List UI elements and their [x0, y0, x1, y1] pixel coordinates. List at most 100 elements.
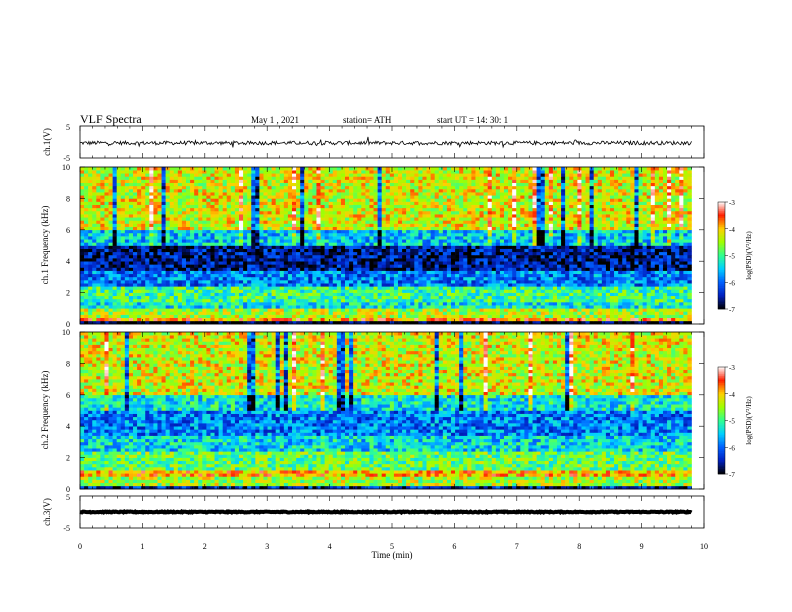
spectrogram-cell	[618, 267, 623, 271]
spectrogram-cell	[467, 264, 472, 268]
spectrogram-cell	[283, 314, 289, 319]
spectrogram-cell	[638, 254, 643, 259]
spectrogram-cell	[512, 232, 517, 237]
spectrogram-cell	[544, 258, 550, 262]
spectrogram-cell	[161, 220, 166, 224]
spectrogram-cell	[141, 261, 146, 265]
spectrogram-cell	[642, 267, 647, 271]
spectrogram-cell	[658, 239, 664, 243]
spectrogram-cell	[459, 226, 464, 231]
spectrogram-cell	[218, 251, 223, 256]
spectrogram-cell	[296, 311, 301, 315]
spectrogram-cell	[275, 226, 281, 231]
spectrogram-cell	[336, 267, 342, 271]
spectrogram-cell	[222, 226, 228, 231]
spectrogram-cell	[614, 226, 619, 231]
spectrogram-cell	[141, 245, 146, 249]
spectrogram-cell	[471, 317, 476, 322]
spectrogram-cell	[222, 245, 228, 249]
spectrogram-cell	[422, 258, 427, 262]
spectrogram-cell	[540, 292, 546, 297]
spectrogram-cell	[100, 314, 105, 319]
spectrogram-cell	[324, 261, 329, 265]
spectrogram-cell	[194, 273, 199, 278]
spectrogram-cell	[108, 248, 113, 253]
spectrogram-cell	[483, 251, 488, 256]
spectrogram-cell	[128, 261, 134, 265]
spectrogram-cell	[556, 317, 562, 322]
spectrogram-cell	[508, 305, 513, 309]
spectrogram-cell	[467, 273, 472, 278]
spectrogram-cell	[422, 251, 427, 256]
spectrogram-cell	[194, 320, 199, 325]
spectrogram-cell	[243, 280, 248, 284]
spectrogram-cell	[524, 270, 529, 275]
spectrogram-cell	[446, 311, 452, 315]
spectrogram-cell	[528, 229, 533, 234]
spectrogram-cell	[561, 292, 566, 297]
spectrogram-cell	[389, 239, 395, 243]
spectrogram-cell	[92, 317, 97, 322]
spectrogram-cell	[667, 273, 672, 278]
spectrogram-cell	[271, 239, 276, 243]
spectrogram-cell	[422, 232, 427, 237]
spectrogram-cell	[671, 302, 676, 306]
spectrogram-cell	[271, 251, 276, 256]
spectrogram-cell	[116, 229, 122, 234]
spectrogram-cell	[153, 232, 158, 237]
spectrogram-cell	[503, 289, 509, 293]
spectrogram-cell	[393, 311, 399, 315]
spectrogram-cell	[145, 286, 150, 290]
spectrogram-cell	[340, 232, 346, 237]
spectrogram-cell	[377, 270, 382, 275]
spectrogram-cell	[173, 314, 179, 319]
spectrogram-cell	[499, 270, 505, 275]
spectrogram-cell	[84, 314, 89, 319]
spectrogram-cell	[332, 314, 338, 319]
spectrogram-cell	[471, 248, 476, 253]
spectrogram-cell	[128, 289, 134, 293]
spectrogram-cell	[609, 298, 615, 303]
spectrogram-cell	[96, 223, 101, 227]
spectrogram-cell	[206, 236, 211, 240]
figure-title: VLF Spectra	[80, 112, 142, 126]
spectrogram-cell	[365, 248, 370, 253]
spectrogram-cell	[524, 286, 529, 290]
spectrogram-cell	[414, 223, 419, 227]
spectrogram-cell	[516, 258, 521, 262]
spectrogram-cell	[353, 232, 358, 237]
spectrogram-cell	[614, 286, 619, 290]
spectrogram-cell	[243, 286, 248, 290]
spectrogram-cell	[426, 276, 431, 281]
spectrogram-cell	[389, 267, 395, 271]
spectrogram-cell	[84, 226, 89, 231]
spectrogram-cell	[133, 251, 138, 256]
spectrogram-cell	[491, 251, 497, 256]
spectrogram-cell	[467, 320, 472, 325]
spectrogram-cell	[434, 258, 440, 262]
spectrogram-cell	[679, 320, 684, 325]
spectrogram-cell	[609, 308, 615, 312]
spectrogram-cell	[491, 248, 497, 253]
spectrogram-cell	[467, 283, 472, 287]
spectrogram-cell	[459, 270, 464, 275]
spectrogram-cell	[291, 220, 297, 224]
spectrogram-cell	[552, 264, 558, 268]
spectrogram-cell	[320, 280, 325, 284]
spectrogram-cell	[332, 258, 338, 262]
spectrogram-cell	[194, 264, 199, 268]
spectrogram-cell	[124, 245, 130, 249]
spectrogram-cell	[291, 308, 297, 312]
spectrogram-cell	[275, 236, 281, 240]
spectrogram-cell	[304, 273, 309, 278]
spectrogram-cell	[495, 305, 501, 309]
spectrogram-cell	[520, 320, 525, 325]
spectrogram-cell	[218, 239, 223, 243]
spectrogram-cell	[618, 276, 623, 281]
spectrogram-cell	[687, 283, 692, 287]
spectrogram-cell	[291, 232, 297, 237]
spectrogram-cell	[328, 270, 334, 275]
spectrogram-cell	[430, 264, 435, 268]
spectrogram-cell	[548, 258, 554, 262]
spectrogram-cell	[279, 308, 285, 312]
